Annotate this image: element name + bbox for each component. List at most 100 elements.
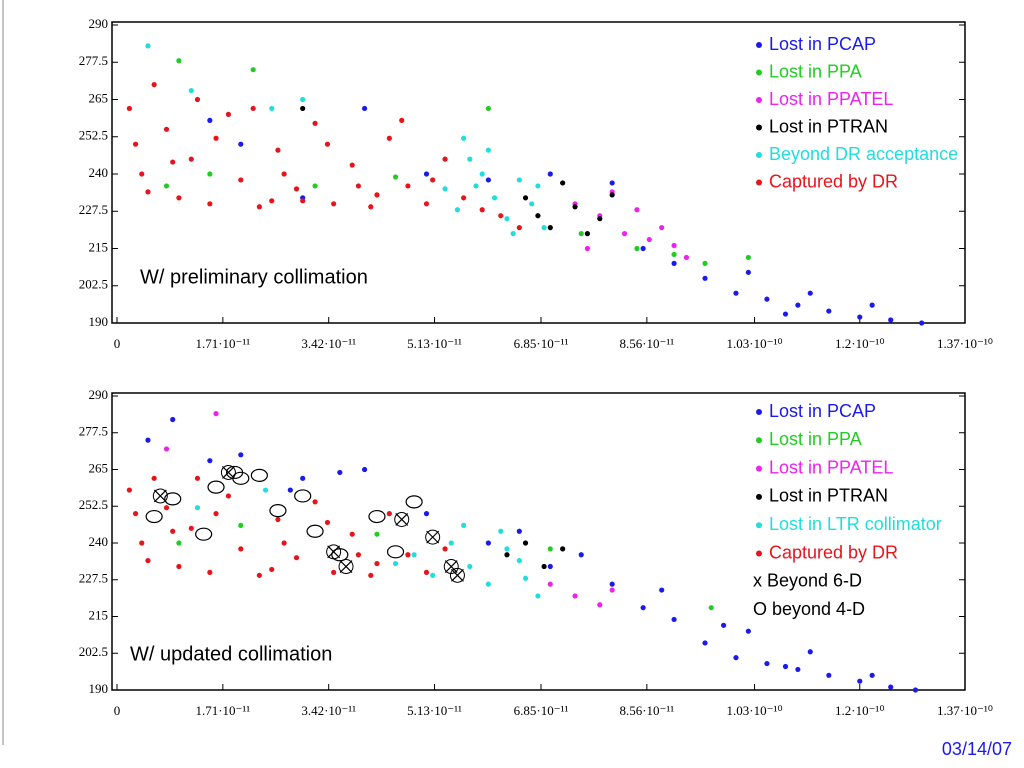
beyond-4d-point — [331, 548, 349, 562]
scatter-point — [281, 540, 287, 546]
scatter-point — [194, 475, 201, 481]
scatter-point — [522, 575, 529, 581]
scatter-point — [430, 572, 436, 578]
scatter-point — [349, 162, 355, 168]
scatter-point — [485, 540, 491, 546]
scatter-point — [269, 566, 275, 573]
scatter-point — [467, 156, 473, 162]
x-tick-label: 1.71·10⁻¹¹ — [195, 703, 250, 718]
scatter-point — [572, 593, 578, 599]
scatter-point — [207, 201, 213, 207]
scatter-point — [547, 563, 553, 570]
marker-cross — [339, 560, 353, 573]
scatter-point — [312, 499, 318, 505]
x-tick-label: 0 — [114, 703, 121, 718]
scatter-point — [324, 519, 331, 526]
scatter-point — [374, 531, 380, 537]
scatter-point — [331, 201, 337, 207]
beyond-4d-point — [145, 509, 163, 524]
scatter-point — [609, 581, 615, 587]
scatter-point — [708, 605, 714, 611]
scatter-point — [145, 437, 151, 443]
x-tick-label: 5.13·10⁻¹¹ — [407, 703, 462, 718]
scatter-point — [300, 198, 306, 204]
scatter-point — [485, 581, 491, 587]
y-tick-label: 290 — [89, 16, 109, 31]
scatter-point — [597, 216, 603, 222]
scatter-point — [522, 540, 529, 546]
scatter-point — [225, 493, 232, 499]
y-tick-label: 190 — [89, 314, 109, 329]
beyond-6d-point — [338, 559, 354, 575]
scatter-point — [919, 320, 925, 326]
scatter-point — [250, 67, 256, 73]
scatter-point — [269, 105, 275, 112]
scatter-point — [541, 225, 547, 231]
scatter-point — [467, 563, 473, 570]
scatter-point — [640, 605, 646, 611]
scatter-point — [256, 204, 262, 210]
legend-bullet — [756, 97, 762, 103]
scatter-point — [163, 505, 170, 511]
marker-ring — [338, 559, 354, 575]
scatter-point — [405, 183, 411, 189]
scatter-point — [132, 141, 139, 147]
marker-ring — [394, 511, 410, 527]
scatter-point — [535, 183, 541, 189]
scatter-point — [702, 640, 708, 646]
beyond-6d-point — [443, 559, 459, 575]
beyond-6d-point — [449, 567, 465, 583]
scatter-point — [126, 487, 132, 493]
scatter-point — [312, 120, 318, 126]
x-tick-label: 8.56·10⁻¹¹ — [619, 703, 674, 718]
scatter-point — [300, 96, 306, 103]
beyond-4d-point — [250, 468, 268, 482]
scatter-point — [807, 649, 813, 655]
legend-bullet — [756, 522, 762, 529]
scatter-point — [275, 147, 281, 153]
scatter-point — [145, 558, 151, 564]
beyond-6d-point — [425, 529, 441, 545]
scatter-point — [869, 302, 875, 308]
y-tick-label: 290 — [89, 387, 109, 402]
scatter-point — [516, 225, 522, 231]
scatter-point — [826, 672, 832, 678]
scatter-point — [454, 207, 461, 213]
scatter-point — [609, 587, 615, 593]
legend-bullet — [756, 124, 762, 131]
scatter-point — [349, 531, 355, 537]
scatter-point — [547, 546, 553, 552]
x-tick-label: 3.42·10⁻¹¹ — [301, 336, 356, 351]
scatter-point — [745, 628, 751, 634]
scatter-point — [671, 242, 677, 249]
scatter-point — [386, 510, 392, 517]
beyond-4d-point — [195, 527, 213, 541]
scatter-point — [337, 469, 343, 476]
scatter-point — [213, 411, 219, 417]
scatter-point — [374, 560, 380, 567]
legend-bullet — [756, 69, 762, 76]
scatter-point — [213, 510, 219, 517]
scatter-point — [745, 254, 751, 261]
scatter-point — [541, 563, 547, 570]
scatter-point — [621, 231, 628, 237]
y-tick-label: 202.5 — [79, 644, 108, 659]
scatter-point — [504, 552, 510, 558]
scatter-point — [597, 602, 603, 608]
scatter-point — [170, 159, 176, 165]
scatter-point — [764, 296, 770, 302]
scatter-point — [702, 260, 708, 266]
scatter-point — [522, 195, 529, 201]
scatter-point — [176, 563, 182, 570]
beyond-4d-point — [164, 492, 182, 506]
scatter-point — [170, 528, 176, 534]
marker-ring — [449, 567, 465, 583]
beyond-4d-point — [232, 471, 250, 485]
scatter-point — [126, 105, 132, 112]
scatter-point — [547, 225, 553, 231]
scatter-point — [659, 225, 665, 231]
legend-label: Lost in PPATEL — [769, 457, 893, 477]
legend-label: Lost in LTR collimator — [769, 514, 942, 534]
scatter-point — [207, 569, 213, 576]
scatter-point — [560, 546, 566, 552]
